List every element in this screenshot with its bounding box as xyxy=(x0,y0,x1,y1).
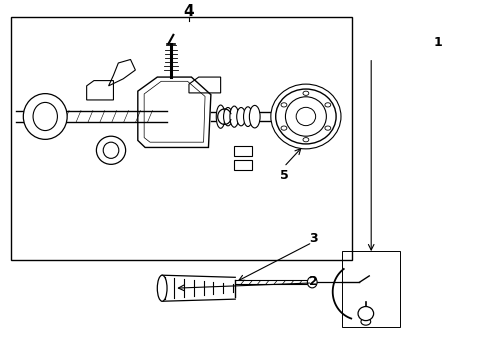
Text: 5: 5 xyxy=(280,169,288,182)
Bar xyxy=(234,146,252,156)
Ellipse shape xyxy=(325,103,331,107)
Ellipse shape xyxy=(237,108,245,126)
Ellipse shape xyxy=(230,106,239,127)
Bar xyxy=(343,251,400,327)
Ellipse shape xyxy=(303,91,309,95)
Ellipse shape xyxy=(303,138,309,142)
Ellipse shape xyxy=(24,94,67,139)
Text: 2: 2 xyxy=(309,275,318,288)
Ellipse shape xyxy=(249,105,260,128)
Ellipse shape xyxy=(281,103,287,107)
Text: 1: 1 xyxy=(433,36,442,49)
Ellipse shape xyxy=(157,275,167,301)
Ellipse shape xyxy=(296,107,316,126)
Ellipse shape xyxy=(307,276,317,288)
Ellipse shape xyxy=(325,126,331,130)
Ellipse shape xyxy=(97,136,125,165)
Ellipse shape xyxy=(223,108,232,126)
Ellipse shape xyxy=(103,142,119,158)
Ellipse shape xyxy=(216,105,225,128)
Ellipse shape xyxy=(358,306,374,321)
Ellipse shape xyxy=(286,97,326,136)
Ellipse shape xyxy=(361,318,371,325)
Ellipse shape xyxy=(281,126,287,130)
Text: 3: 3 xyxy=(310,233,318,246)
Bar xyxy=(11,17,352,260)
Ellipse shape xyxy=(244,107,252,126)
Ellipse shape xyxy=(33,102,57,131)
Ellipse shape xyxy=(276,89,336,144)
Text: 4: 4 xyxy=(184,4,194,19)
Ellipse shape xyxy=(271,84,341,149)
Bar xyxy=(234,160,252,170)
